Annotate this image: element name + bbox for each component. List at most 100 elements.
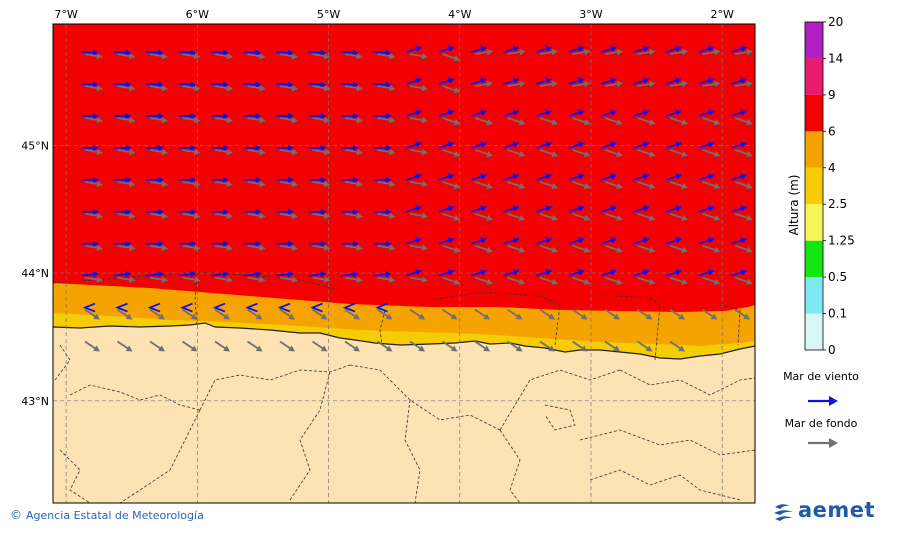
swell-arrow xyxy=(247,116,266,124)
wind-arrow xyxy=(373,144,392,152)
swell-arrow xyxy=(442,85,461,94)
wind-arrow xyxy=(698,205,715,213)
swell-arrow xyxy=(344,52,363,60)
swell-arrow xyxy=(312,276,331,283)
swell-arrow xyxy=(702,308,718,320)
wind-arrow xyxy=(113,240,132,247)
swell-arrow xyxy=(637,308,653,320)
swell-arrow xyxy=(442,308,458,320)
swell-arrow xyxy=(344,340,360,352)
swell-arrow xyxy=(214,308,230,320)
wind-arrow xyxy=(340,49,359,56)
swell-arrow xyxy=(247,308,263,320)
plot-area xyxy=(53,24,755,503)
swell-arrow xyxy=(572,149,591,158)
lon-tick-label: 5°W xyxy=(317,8,340,21)
swell-arrow xyxy=(409,244,428,251)
swell-arrow xyxy=(702,48,721,56)
wind-arrow xyxy=(211,208,229,215)
wind-arrow xyxy=(633,77,650,85)
legend-swell-arrow-icon xyxy=(808,438,838,448)
wind-arrow xyxy=(178,208,197,215)
wind-arrow xyxy=(373,49,392,56)
wind-arrow xyxy=(243,81,262,88)
swell-arrow xyxy=(442,180,461,189)
swell-arrow xyxy=(279,84,298,92)
wind-arrow xyxy=(341,112,359,120)
wind-arrow xyxy=(211,112,229,120)
swell-arrow xyxy=(507,80,526,88)
wind-arrow xyxy=(600,173,617,181)
wind-arrow xyxy=(730,45,747,53)
swell-arrow xyxy=(149,276,168,283)
wind-arrow xyxy=(600,269,617,277)
wind-arrow xyxy=(373,81,392,88)
credit-text: Agencia Estatal de Meteorología xyxy=(26,509,204,522)
wind-arrow xyxy=(146,112,164,120)
swell-arrow xyxy=(247,340,263,352)
wind-arrow xyxy=(243,240,262,247)
wind-arrow xyxy=(503,237,520,245)
wind-arrow xyxy=(113,144,132,152)
swell-arrow xyxy=(572,80,591,88)
wind-arrow xyxy=(145,81,164,88)
swell-arrow xyxy=(377,116,396,124)
swell-arrow xyxy=(344,212,363,219)
swell-arrow xyxy=(377,308,393,320)
swell-arrow xyxy=(344,244,363,251)
wind-arrow xyxy=(113,208,132,215)
wind-arrow xyxy=(113,176,132,184)
wind-arrow xyxy=(276,240,294,247)
wind-arrow xyxy=(178,81,197,88)
swell-arrow xyxy=(214,276,233,283)
swell-arrow xyxy=(214,84,233,92)
swell-arrow xyxy=(312,180,331,188)
wind-arrow xyxy=(730,237,747,245)
swell-arrow xyxy=(182,244,201,251)
swell-arrow xyxy=(117,276,136,283)
swell-arrow xyxy=(84,180,103,188)
wind-arrow xyxy=(308,176,327,184)
border-line xyxy=(289,371,331,501)
wind-arrow xyxy=(80,271,99,278)
swell-arrow xyxy=(117,244,136,251)
wind-arrow xyxy=(438,237,455,245)
swell-arrow xyxy=(279,308,295,320)
swell-arrow xyxy=(279,148,298,156)
swell-arrow xyxy=(409,212,428,219)
swell-arrow xyxy=(182,116,201,124)
swell-arrow xyxy=(182,308,198,320)
wind-arrow xyxy=(633,109,650,117)
swell-arrow xyxy=(377,180,396,188)
wind-arrow xyxy=(146,144,164,152)
swell-arrow xyxy=(507,180,526,189)
axis-labels: 7°W 6°W 5°W 4°W 3°W 2°W 45°N 44°N 43°N xyxy=(21,8,734,408)
swell-arrow xyxy=(539,180,558,189)
swell-arrow xyxy=(507,276,526,285)
swell-arrow xyxy=(214,116,233,124)
swell-arrow xyxy=(344,308,360,320)
wind-arrow xyxy=(665,45,682,53)
swell-arrow xyxy=(312,340,328,352)
swell-arrow xyxy=(474,308,490,320)
wind-arrow xyxy=(665,237,682,245)
colorbar-segment xyxy=(805,240,823,278)
swell-arrow xyxy=(409,116,428,124)
swell-arrow xyxy=(507,308,523,320)
swell-arrow xyxy=(702,80,721,88)
swell-arrow xyxy=(637,180,656,189)
wind-arrow xyxy=(470,205,487,213)
wind-arrow xyxy=(698,173,715,181)
swell-arrow xyxy=(637,276,656,285)
wind-arrow xyxy=(665,109,682,117)
wind-arrow xyxy=(308,81,327,88)
swell-arrow xyxy=(637,149,656,158)
swell-arrow xyxy=(182,52,201,60)
border-line xyxy=(404,399,421,503)
wind-arrow xyxy=(308,240,327,247)
lat-tick-label: 43°N xyxy=(21,395,49,408)
swell-arrow xyxy=(474,48,493,56)
swell-arrow xyxy=(182,212,201,219)
wind-arrow xyxy=(600,141,617,149)
colorbar-tick-label: 1.25 xyxy=(828,234,855,248)
